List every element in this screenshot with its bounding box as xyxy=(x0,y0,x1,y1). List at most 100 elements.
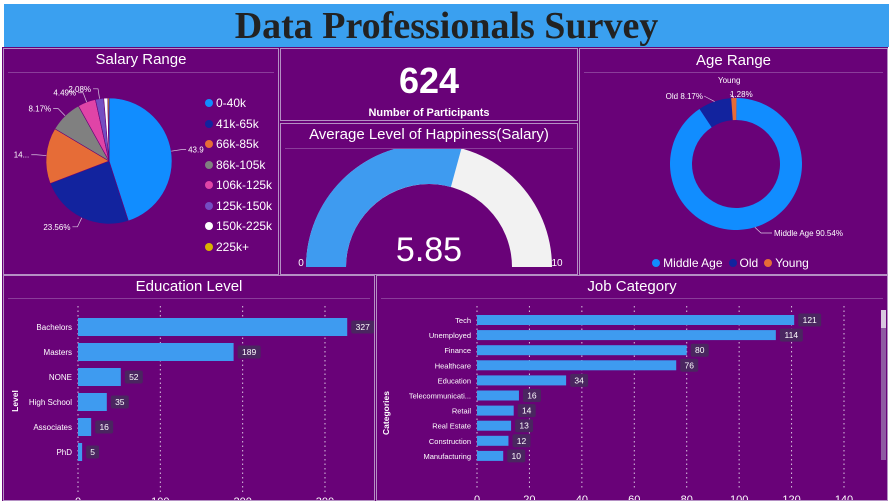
salary-slice-label: 4.49% xyxy=(53,89,76,98)
jobs-title-rule xyxy=(381,298,883,299)
jobs-tick-label: 60 xyxy=(628,494,640,500)
jobs-category-label: Finance xyxy=(444,346,471,355)
jobs-data-label-bg xyxy=(779,328,803,342)
age-slice-Middle Age xyxy=(670,98,802,230)
edu-tick-label: 0 xyxy=(75,496,81,500)
jobs-data-label: 34 xyxy=(574,375,584,385)
salary-legend-item[interactable]: 86k-105k xyxy=(205,158,265,172)
jobs-data-label: 10 xyxy=(511,451,521,461)
jobs-category-label: Education xyxy=(438,376,471,385)
jobs-data-label-bg xyxy=(570,373,589,387)
jobs-data-label: 13 xyxy=(519,421,529,431)
jobs-data-label: 121 xyxy=(803,315,817,325)
jobs-tick-label: 80 xyxy=(681,494,693,500)
dashboard-board: Salary Range 43.91% 23.56% 14... 8.17%4.49%… xyxy=(2,47,888,501)
jobs-tick-label: 140 xyxy=(835,494,853,500)
salary-slice-label: 23.56% xyxy=(43,223,70,232)
age-legend-item[interactable]: Middle Age xyxy=(652,256,723,270)
age-legend-item[interactable]: Young xyxy=(764,256,809,270)
gauge-fill xyxy=(306,149,462,267)
education-bar-chart: 0 100 200 300 Bachelors 327 Masters 189 NONE 52 Hi… xyxy=(10,306,374,500)
edu-category-label: Masters xyxy=(44,348,72,357)
jobs-data-label: 12 xyxy=(517,436,527,446)
jobs-data-label-bg xyxy=(680,358,699,372)
legend-dot-icon xyxy=(205,160,213,169)
age-slice-Young xyxy=(731,98,737,121)
jobs-data-label-bg xyxy=(522,389,541,402)
salary-title: Salary Range xyxy=(95,51,187,68)
jobs-bar xyxy=(477,375,567,386)
age-legend-label: Young xyxy=(775,256,809,270)
edu-category-label: NONE xyxy=(49,373,72,382)
jobs-data-label: 76 xyxy=(684,360,694,370)
legend-dot-icon xyxy=(205,99,213,107)
legend-dot-icon xyxy=(205,140,213,148)
salary-legend-item[interactable]: 125k-150k xyxy=(205,199,272,213)
jobs-data-label-bg xyxy=(507,449,526,463)
title-bar: Data Professionals Survey xyxy=(0,0,893,47)
edu-category-label: High School xyxy=(29,398,72,407)
edu-data-label-bg xyxy=(110,395,129,409)
legend-dot-icon xyxy=(728,259,737,267)
jobs-bar xyxy=(477,420,512,431)
salary-legend-label: 106k-125k xyxy=(216,178,273,192)
edu-data-label-bg xyxy=(124,370,143,384)
jobs-category-label: Construction xyxy=(429,437,471,446)
legend-dot-icon xyxy=(205,119,213,128)
legend-dot-icon xyxy=(205,201,213,210)
salary-legend-label: 86k-105k xyxy=(216,157,266,172)
title-band xyxy=(4,4,889,47)
age-slice-label: 1.28% xyxy=(730,90,753,99)
edu-bar xyxy=(78,443,83,461)
age-title: Age Range xyxy=(695,52,772,69)
jobs-scrollbar-thumb[interactable] xyxy=(881,310,886,328)
salary-legend-label: 150k-225k xyxy=(216,219,273,233)
salary-leader-line xyxy=(93,88,100,99)
happiness-title: Average Level of Happiness(Salary) xyxy=(309,126,549,143)
salary-leader-line xyxy=(72,217,83,228)
legend-dot-icon xyxy=(205,222,213,230)
jobs-category-label: Real Estate xyxy=(432,422,471,431)
edu-data-label-bg xyxy=(95,420,114,434)
edu-category-label: PhD xyxy=(56,448,72,457)
edu-bar xyxy=(78,368,121,386)
edu-tick-label: 300 xyxy=(316,496,334,500)
edu-y-axis-label: Level xyxy=(10,390,20,412)
salary-leader-line xyxy=(171,149,187,152)
salary-slice-label: 2.08% xyxy=(68,85,91,94)
salary-legend-item[interactable]: 225k+ xyxy=(205,240,249,254)
salary-slice-label: 43.91% xyxy=(188,146,204,155)
age-panel: Age Range Middle Age 90.54% Old 8.17% Youn… xyxy=(579,48,888,275)
salary-legend-item[interactable]: 106k-125k xyxy=(205,178,272,192)
jobs-data-label: 80 xyxy=(695,345,705,355)
jobs-category-label: Retail xyxy=(452,407,472,416)
salary-legend-item[interactable]: 0-40k xyxy=(205,96,246,110)
age-legend-label: Old xyxy=(739,256,759,270)
salary-legend: 0-40k 41k-65k 66k-85k 86k-105k 106k-125k 125k… xyxy=(205,96,279,256)
salary-legend-label: 41k-65k xyxy=(216,116,259,131)
edu-data-label-bg xyxy=(351,320,374,334)
jobs-bar xyxy=(477,450,504,461)
edu-category-label: Associates xyxy=(33,423,72,432)
edu-bar xyxy=(78,318,348,336)
legend-dot-icon xyxy=(652,259,661,267)
jobs-category-label: Unemployed xyxy=(429,331,471,340)
jobs-y-axis-label: Categories xyxy=(381,391,391,435)
salary-panel: Salary Range 43.91% 23.56% 14... 8.17%4.49%… xyxy=(3,48,279,275)
jobs-bar xyxy=(477,390,519,401)
jobs-tick-label: 120 xyxy=(782,494,800,500)
jobs-scrollbar[interactable] xyxy=(881,310,886,460)
edu-data-label: 35 xyxy=(115,397,125,407)
salary-legend-item[interactable]: 150k-225k xyxy=(205,219,272,233)
edu-data-label: 52 xyxy=(129,372,139,382)
age-title-rule xyxy=(584,72,883,73)
salary-legend-item[interactable]: 66k-85k xyxy=(205,137,259,151)
age-legend-item[interactable]: Old xyxy=(728,256,759,270)
gauge-max-label: 10 xyxy=(551,258,563,269)
age-slice-label: Young xyxy=(718,76,740,85)
jobs-data-label: 16 xyxy=(527,391,537,401)
age-legend: Middle Age Old Young xyxy=(580,256,887,272)
jobs-data-label: 14 xyxy=(522,406,532,416)
age-slice-label: Old 8.17% xyxy=(666,92,703,101)
salary-legend-item[interactable]: 41k-65k xyxy=(205,117,259,131)
